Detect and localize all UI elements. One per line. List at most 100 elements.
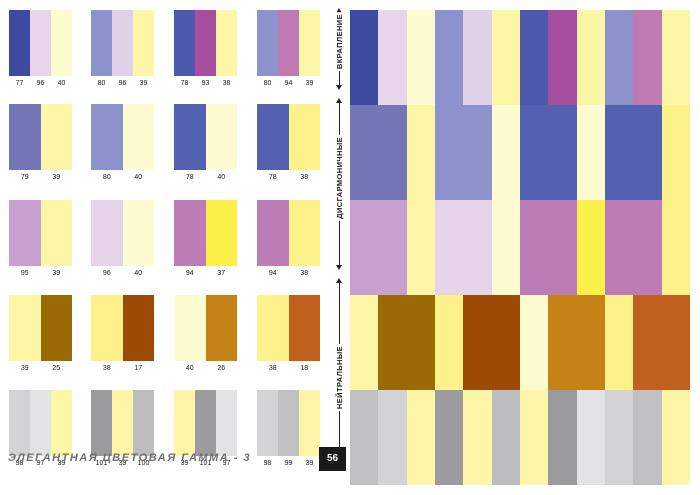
swatch-color [288, 104, 320, 170]
swatch-code: 40 [217, 174, 226, 181]
swatch-code: 39 [118, 460, 127, 467]
band-stripe [604, 200, 634, 295]
band-stripe [576, 105, 605, 200]
swatch-card: 40 26 [174, 295, 237, 376]
swatch-code: 80 [263, 80, 272, 87]
band-stripe [491, 105, 520, 200]
swatch-card: 96 40 [91, 200, 154, 281]
swatch-strip [9, 104, 72, 170]
swatch-codes: 80 40 [91, 172, 154, 184]
swatch-card: 98 97 39 [9, 390, 72, 471]
swatch-strip [91, 390, 154, 456]
swatch-card: 80 94 39 [257, 10, 320, 91]
swatch-code: 40 [57, 80, 66, 87]
band-stripe [633, 105, 662, 200]
band-stripe [491, 295, 520, 390]
band-stripe [378, 10, 407, 105]
swatch-strip [257, 295, 320, 361]
swatch-code: 39 [52, 270, 61, 277]
band-stripe [661, 10, 690, 105]
swatch-color [257, 104, 289, 170]
swatch-color [9, 10, 30, 76]
swatch-codes: 96 40 [91, 268, 154, 280]
swatch-color [122, 200, 154, 266]
swatch-strip [9, 10, 72, 76]
swatch-codes: 39 25 [9, 363, 72, 375]
band-stripe [378, 390, 407, 485]
swatch-code: 77 [15, 80, 24, 87]
band-stripe [633, 390, 662, 485]
swatch-code: 80 [102, 174, 111, 181]
swatch-codes: 94 38 [257, 268, 320, 280]
swatch-code: 39 [305, 80, 314, 87]
swatch-color [257, 295, 289, 361]
swatch-code: 37 [217, 270, 226, 277]
swatch-color [133, 10, 154, 76]
swatch-strip [9, 200, 72, 266]
swatch-strip [174, 295, 237, 361]
swatch-code: 94 [185, 270, 194, 277]
swatch-card: 39 101 97 [174, 390, 237, 471]
swatch-color [91, 390, 112, 456]
band-stripe [463, 295, 492, 390]
band-stripe [661, 295, 690, 390]
swatch-code: 96 [118, 80, 127, 87]
swatch-code: 40 [134, 174, 143, 181]
swatch-code: 101 [199, 460, 212, 467]
swatch-codes: 101 39 100 [91, 458, 154, 470]
band-stripe [491, 10, 520, 105]
swatch-color [40, 104, 72, 170]
swatch-card: 38 17 [91, 295, 154, 376]
section-label-dissonant: ДИСГАРМОНИЧНЫЕ [333, 98, 347, 270]
band-stripe [519, 390, 549, 485]
swatch-color [216, 10, 237, 76]
color-band [350, 295, 690, 390]
swatch-code: 93 [201, 80, 210, 87]
swatch-color [288, 295, 320, 361]
swatch-strip [257, 104, 320, 170]
swatch-color [299, 390, 320, 456]
band-stripe [434, 105, 464, 200]
band-stripe [661, 105, 690, 200]
band-stripe [633, 295, 662, 390]
swatch-color [91, 295, 123, 361]
band-stripe [576, 390, 605, 485]
swatch-color [299, 10, 320, 76]
swatch-strip [257, 390, 320, 456]
swatch-codes: 40 26 [174, 363, 237, 375]
band-stripe [576, 10, 605, 105]
swatch-code: 98 [15, 460, 24, 467]
swatch-code: 99 [284, 460, 293, 467]
swatch-color [257, 390, 278, 456]
swatch-card: 94 38 [257, 200, 320, 281]
band-stripe [633, 10, 662, 105]
swatch-code: 94 [268, 270, 277, 277]
swatch-strip [174, 390, 237, 456]
swatch-color [278, 10, 299, 76]
page-number: 56 [319, 447, 346, 471]
swatch-color [30, 390, 51, 456]
swatch-card: 95 39 [9, 200, 72, 281]
swatch-codes: 95 39 [9, 268, 72, 280]
band-stripe [406, 295, 435, 390]
color-band-panel [350, 10, 690, 485]
swatch-code: 39 [57, 460, 66, 467]
swatch-codes: 80 94 39 [257, 78, 320, 90]
swatch-strip [257, 10, 320, 76]
swatch-color [174, 104, 206, 170]
swatch-color [205, 200, 237, 266]
swatch-codes: 79 39 [9, 172, 72, 184]
swatch-code: 80 [97, 80, 106, 87]
band-stripe [350, 10, 379, 105]
swatch-color [133, 390, 154, 456]
swatch-code: 97 [222, 460, 231, 467]
band-stripe [350, 105, 379, 200]
band-stripe [463, 390, 492, 485]
band-stripe [463, 200, 492, 295]
swatch-color [195, 390, 216, 456]
swatch-codes: 98 99 39 [257, 458, 320, 470]
swatch-color [9, 295, 41, 361]
swatch-card: 38 18 [257, 295, 320, 376]
swatch-code: 78 [268, 174, 277, 181]
swatch-codes: 80 96 39 [91, 78, 154, 90]
